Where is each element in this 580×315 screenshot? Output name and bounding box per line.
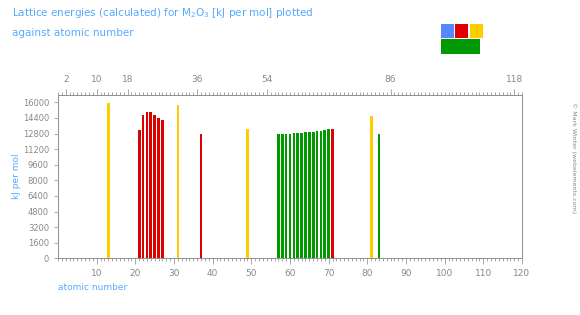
Bar xyxy=(285,134,288,258)
Text: atomic number: atomic number xyxy=(58,284,127,293)
Bar xyxy=(107,103,110,258)
Bar xyxy=(370,116,372,258)
Bar xyxy=(161,120,164,258)
Bar xyxy=(320,131,322,258)
Bar xyxy=(327,129,330,258)
Text: © Mark Winter (webelements.com): © Mark Winter (webelements.com) xyxy=(571,102,577,213)
Bar xyxy=(277,135,280,258)
Bar xyxy=(292,133,295,258)
Bar xyxy=(312,132,314,258)
Text: kJ per mol: kJ per mol xyxy=(12,154,21,199)
Bar xyxy=(176,105,179,258)
Bar xyxy=(316,131,318,258)
Bar xyxy=(146,112,148,258)
Bar xyxy=(289,134,291,258)
Bar xyxy=(153,115,156,258)
Bar xyxy=(300,133,303,258)
Bar xyxy=(150,112,152,258)
Bar xyxy=(308,132,311,258)
Bar xyxy=(296,133,299,258)
Text: Lattice energies (calculated) for M$_2$O$_3$ [kJ per mol] plotted: Lattice energies (calculated) for M$_2$O… xyxy=(12,6,313,20)
Bar xyxy=(157,118,160,258)
Bar xyxy=(138,130,140,258)
Bar xyxy=(246,129,249,258)
Bar xyxy=(378,135,380,258)
Text: against atomic number: against atomic number xyxy=(12,28,133,38)
Bar xyxy=(281,135,284,258)
Bar xyxy=(200,134,202,258)
Bar xyxy=(331,129,334,258)
Bar xyxy=(142,115,144,258)
Bar xyxy=(324,130,326,258)
Bar xyxy=(304,132,307,258)
